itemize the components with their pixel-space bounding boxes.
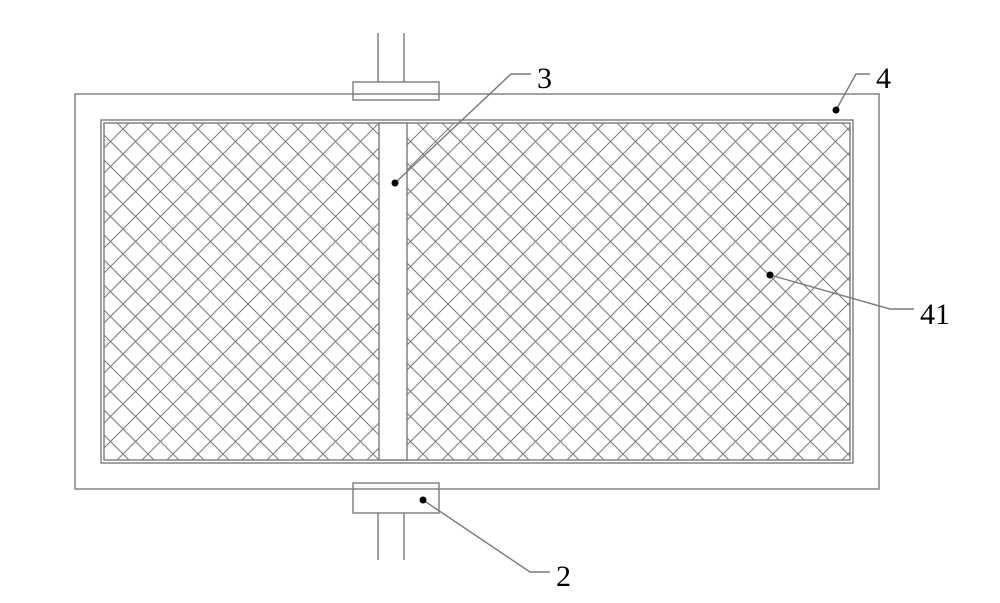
diagram-stage: 3 4 41 2 xyxy=(0,0,1000,603)
diagram-svg xyxy=(0,0,1000,603)
label-4: 4 xyxy=(876,62,891,96)
label-3: 3 xyxy=(537,62,552,96)
label-2: 2 xyxy=(556,560,571,594)
label-41: 41 xyxy=(920,298,950,332)
